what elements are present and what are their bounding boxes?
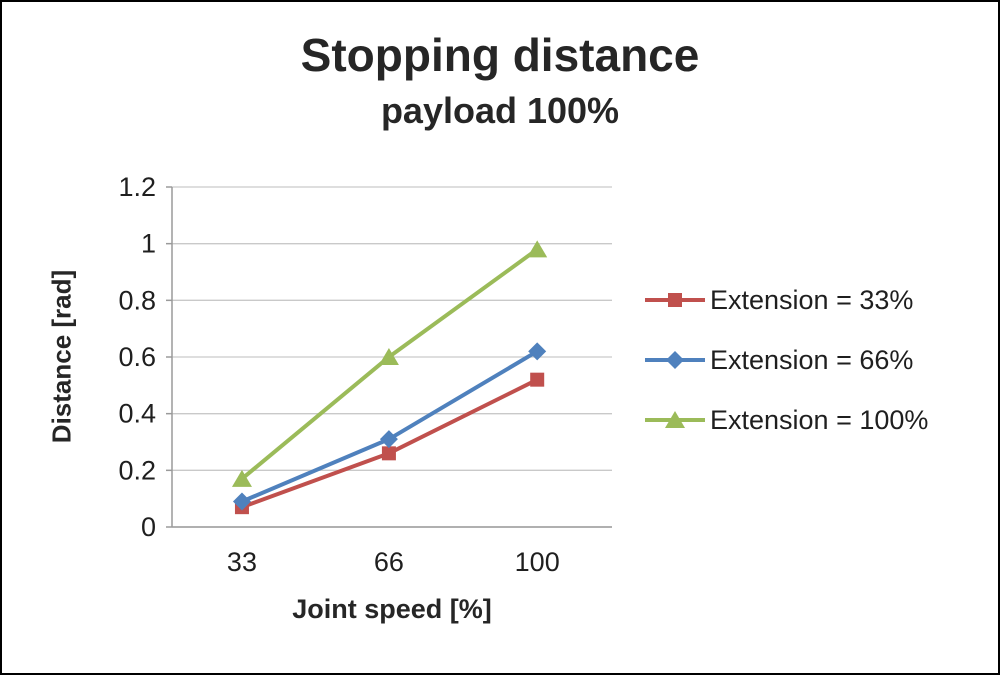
marker-triangle-icon — [231, 469, 252, 487]
chart-legend: Extension = 33% Extension = 66% Extensio… — [644, 282, 928, 438]
series-line-1 — [241, 349, 539, 504]
x-axis-title: Joint speed [%] — [292, 594, 492, 624]
marker-triangle-icon — [665, 411, 685, 428]
legend-label: Extension = 33% — [710, 284, 914, 315]
marker-square-icon — [668, 293, 682, 307]
legend-swatch-diamond-icon — [645, 351, 705, 369]
legend-swatch-square-icon — [645, 293, 705, 307]
x-tick-label: 66 — [374, 547, 404, 577]
legend-label: Extension = 66% — [710, 344, 914, 375]
legend-swatch-triangle-icon — [645, 411, 705, 428]
x-tick-label: 33 — [227, 547, 257, 577]
y-tick-label: 0 — [141, 512, 156, 542]
chart-title: Stopping distance — [300, 29, 700, 81]
y-axis-title: Distance [rad] — [46, 269, 77, 444]
marker-triangle-icon — [527, 240, 548, 258]
marker-diamond-icon — [528, 342, 547, 361]
legend-item: Extension = 100% — [644, 402, 928, 438]
legend-item: Extension = 33% — [644, 282, 928, 318]
marker-diamond-icon — [232, 492, 251, 511]
y-tick-label: 1 — [141, 229, 156, 259]
marker-diamond-icon — [379, 430, 398, 449]
chart-subtitle: payload 100% — [380, 90, 620, 131]
legend-label: Extension = 100% — [710, 404, 929, 435]
marker-square-icon — [381, 446, 396, 461]
y-tick-label: 0.2 — [118, 455, 156, 485]
y-tick-label: 0.6 — [118, 342, 156, 372]
y-tick-label: 0.4 — [118, 399, 156, 429]
x-tick-label: 100 — [515, 547, 560, 577]
marker-diamond-icon — [666, 351, 684, 369]
y-tick-label: 0.8 — [118, 285, 156, 315]
marker-triangle-icon — [378, 348, 399, 365]
marker-square-icon — [530, 372, 545, 387]
y-tick-label: 1.2 — [118, 172, 156, 202]
legend-item: Extension = 66% — [644, 342, 928, 378]
